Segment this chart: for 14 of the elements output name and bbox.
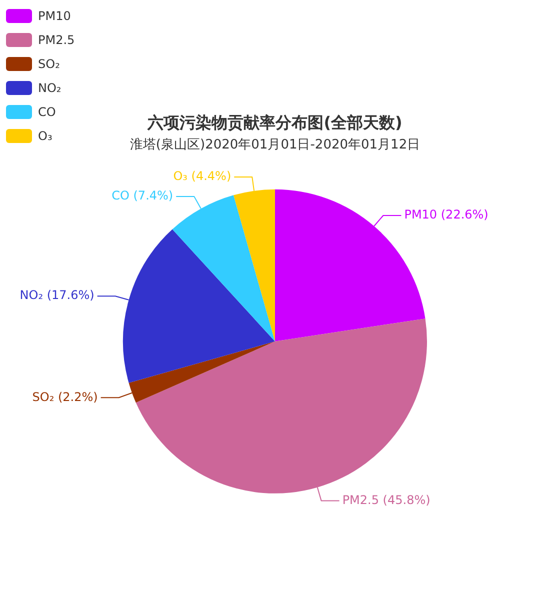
data-label: NO₂ (17.6%) [20,288,94,302]
text: 淮塔(泉山区)2020年01月01日-2020年01月12日 [130,137,420,152]
data-label: PM2.5 (45.8%) [342,492,430,507]
legend-label: PM2.5 [38,33,75,47]
legend-label: PM10 [38,9,71,23]
legend-label: NO₂ [38,81,62,95]
legend-label: CO [38,105,56,119]
legend-label: SO₂ [38,57,60,71]
legend-label: O₃ [38,129,52,143]
data-label: CO (7.4%) [112,188,174,203]
data-label: O₃ (4.4%) [173,169,232,184]
data-label: SO₂ (2.2%) [32,390,98,404]
data-label: PM10 (22.6%) [404,208,488,222]
text: 六项污染物贡献率分布图(全部天数) [146,112,402,132]
